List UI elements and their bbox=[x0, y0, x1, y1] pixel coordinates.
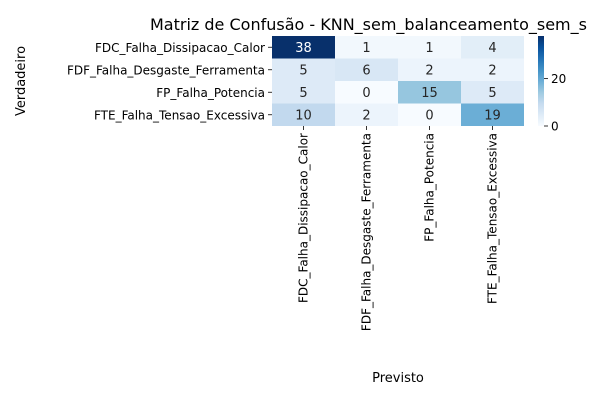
heatmap-cell bbox=[272, 36, 335, 59]
x-tick-label: FDC_Falha_Dissipacao_Calor bbox=[297, 133, 311, 303]
cell-value-label: 0 bbox=[362, 86, 370, 101]
cell-value-label: 1 bbox=[362, 41, 370, 56]
cell-value-label: 5 bbox=[299, 63, 307, 78]
heatmap-cell bbox=[398, 58, 461, 81]
cell-value-label: 10 bbox=[295, 108, 312, 123]
cell-value-label: 1 bbox=[425, 41, 433, 56]
heatmap-cell bbox=[398, 103, 461, 126]
heatmap-cell bbox=[461, 103, 524, 126]
cell-value-label: 2 bbox=[362, 108, 370, 123]
heatmap-cell bbox=[335, 58, 398, 81]
colorbar: 0 20 bbox=[538, 36, 566, 134]
heatmap-cell bbox=[398, 81, 461, 104]
colorbar-tick-label: 0 bbox=[551, 120, 559, 134]
row-labels: FDC_Falha_Dissipacao_Calor FDF_Falha_Desg… bbox=[67, 41, 272, 122]
cell-value-label: 2 bbox=[488, 63, 496, 78]
cell-value-label: 38 bbox=[295, 41, 312, 56]
heatmap-cell bbox=[272, 58, 335, 81]
cell-value-label: 15 bbox=[421, 86, 438, 101]
x-tick-label: FDF_Falha_Desgaste_Ferramenta bbox=[360, 133, 374, 331]
x-tick-label: FP_Falha_Potencia bbox=[423, 133, 437, 242]
y-tick-label: FDF_Falha_Desgaste_Ferramenta bbox=[67, 63, 265, 77]
x-tick-label: FTE_Falha_Tensao_Excessiva bbox=[486, 133, 500, 304]
colorbar-tick-label: 20 bbox=[551, 72, 566, 86]
chart-title: Matriz de Confusão - KNN_sem_balanceamen… bbox=[150, 15, 587, 35]
column-labels: FDC_Falha_Dissipacao_Calor FDF_Falha_Desg… bbox=[297, 126, 500, 331]
y-tick-label: FP_Falha_Potencia bbox=[156, 86, 265, 100]
colorbar-ticks: 0 20 bbox=[544, 72, 566, 134]
cell-value-label: 6 bbox=[362, 63, 370, 78]
cell-value-label: 5 bbox=[488, 86, 496, 101]
heatmap-cell bbox=[335, 81, 398, 104]
heatmap-cell bbox=[335, 103, 398, 126]
heatmap-cell bbox=[272, 103, 335, 126]
heatmap-cell bbox=[461, 36, 524, 59]
heatmap-cell bbox=[461, 58, 524, 81]
heatmap-cells: 38 1 1 4 5 6 2 2 5 0 15 5 10 2 0 19 bbox=[272, 36, 524, 126]
y-tick-label: FDC_Falha_Dissipacao_Calor bbox=[95, 41, 265, 55]
cell-value-label: 2 bbox=[425, 63, 433, 78]
x-axis-label: Previsto bbox=[372, 371, 424, 386]
colorbar-gradient bbox=[538, 36, 544, 126]
cell-value-label: 0 bbox=[425, 108, 433, 123]
y-axis-label: Verdadeiro bbox=[14, 46, 29, 116]
cell-value-label: 4 bbox=[488, 41, 496, 56]
heatmap-cell bbox=[272, 81, 335, 104]
heatmap-cell bbox=[461, 81, 524, 104]
y-tick-label: FTE_Falha_Tensao_Excessiva bbox=[94, 108, 265, 122]
heatmap-cell bbox=[398, 36, 461, 59]
cell-value-label: 19 bbox=[484, 108, 501, 123]
heatmap-cell bbox=[335, 36, 398, 59]
cell-value-label: 5 bbox=[299, 86, 307, 101]
